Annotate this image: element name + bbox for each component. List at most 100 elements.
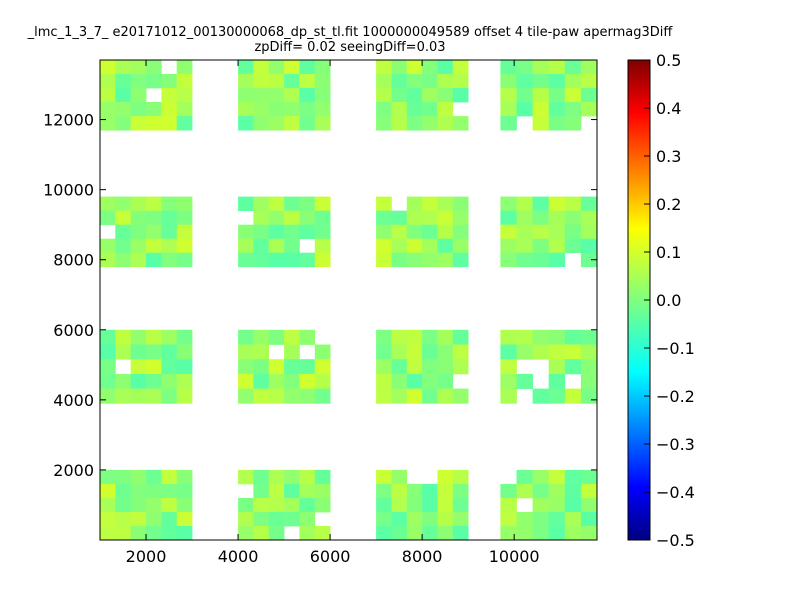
colorbar-ticks: 0.5 0.4 0.3 0.2 0.1 0.0 −0.1 −0.2 −0.3 −0.4 −0.5	[644, 51, 695, 550]
heatmap-cell	[500, 498, 517, 513]
heatmap-cell	[548, 224, 566, 240]
heatmap-cell	[548, 359, 566, 375]
heatmap-cell	[532, 344, 550, 360]
heatmap-cell	[516, 210, 533, 226]
heatmap-cell	[532, 60, 550, 75]
heatmap-cell	[580, 60, 598, 75]
heatmap-cell	[532, 74, 550, 89]
heatmap-cell	[564, 210, 582, 226]
heatmap-cell	[146, 373, 162, 389]
heatmap-cell	[146, 74, 162, 89]
heatmap-cell	[500, 512, 517, 527]
heatmap-cell	[580, 238, 598, 254]
heatmap-cell	[564, 116, 582, 131]
heatmap-cell	[146, 344, 162, 360]
heatmap-cell	[146, 196, 162, 211]
heatmap-cell	[130, 359, 147, 375]
heatmap-cell	[422, 74, 438, 89]
heatmap-cell	[580, 483, 598, 499]
heatmap-cell	[100, 102, 116, 117]
x-tick-label: 10000	[489, 547, 540, 566]
heatmap-cell	[299, 74, 316, 89]
heatmap-cell	[238, 224, 254, 240]
heatmap-cell	[406, 526, 423, 541]
heatmap-cell	[299, 373, 316, 389]
heatmap-cell	[161, 116, 178, 131]
heatmap-cell	[253, 60, 270, 75]
heatmap-cell	[564, 60, 582, 75]
heatmap-cell	[548, 102, 566, 117]
heatmap-cell	[253, 74, 270, 89]
heatmap-cell	[452, 74, 469, 89]
heatmap-cell	[422, 102, 438, 117]
heatmap-cell	[161, 252, 178, 268]
heatmap-cell	[299, 102, 316, 117]
heatmap-cell	[299, 60, 316, 75]
heatmap-cell	[452, 116, 469, 131]
heatmap-cell	[253, 373, 270, 389]
heatmap-cell	[130, 60, 147, 75]
heatmap-cell	[500, 483, 517, 499]
heatmap-cell	[532, 238, 550, 254]
heatmap-cell	[422, 238, 438, 254]
heatmap-cell	[161, 469, 178, 485]
heatmap-cell	[161, 344, 178, 360]
heatmap-cell	[130, 224, 147, 240]
heatmap-cell	[406, 238, 423, 254]
heatmap-cell	[253, 116, 270, 131]
heatmap-cell	[391, 329, 408, 345]
y-tick-label: 4000	[53, 391, 94, 410]
heatmap-cell	[314, 498, 331, 513]
heatmap-cell	[161, 329, 178, 345]
colorbar-tick-label: −0.1	[656, 339, 695, 358]
chart-title-line-1: _lmc_1_3_7_ e20171012_00130000068_dp_st_…	[27, 25, 673, 40]
heatmap-cell	[161, 210, 178, 226]
heatmap-cell	[161, 102, 178, 117]
heatmap-cell	[376, 210, 392, 226]
x-tick-label: 4000	[218, 547, 259, 566]
heatmap-cell	[452, 196, 469, 211]
heatmap-cell	[406, 498, 423, 513]
heatmap-cell	[176, 344, 193, 360]
heatmap-cell	[161, 238, 178, 254]
heatmap-cell	[146, 512, 162, 527]
heatmap-cell	[516, 512, 533, 527]
heatmap-cell	[115, 224, 131, 240]
heatmap-cell	[100, 388, 116, 404]
heatmap-cell	[516, 329, 533, 345]
chart-title-line-2: zpDiff= 0.02 seeingDiff=0.03	[254, 40, 446, 55]
heatmap-cell	[580, 74, 598, 89]
heatmap-cell	[580, 388, 598, 404]
heatmap-cell	[176, 526, 193, 541]
heatmap-cell	[100, 498, 116, 513]
heatmap-cell	[406, 196, 423, 211]
heatmap-cell	[115, 102, 131, 117]
heatmap-cell	[548, 329, 566, 345]
heatmap-cell	[437, 224, 454, 240]
heatmap-cell	[580, 344, 598, 360]
heatmap-cell	[500, 373, 517, 389]
heatmap-cell	[376, 196, 392, 211]
heatmap-cell	[130, 526, 147, 541]
heatmap-cell	[548, 88, 566, 103]
heatmap-cell	[564, 526, 582, 541]
heatmap-cell	[100, 526, 116, 541]
heatmap-cell	[268, 224, 285, 240]
heatmap-cell	[146, 238, 162, 254]
heatmap-cell	[406, 252, 423, 268]
heatmap-cell	[238, 238, 254, 254]
heatmap-cell	[284, 224, 300, 240]
heatmap-cell	[391, 210, 408, 226]
heatmap-cell	[376, 526, 392, 541]
heatmap-cell	[376, 469, 392, 485]
heatmap-cell	[406, 388, 423, 404]
heatmap-cell	[532, 526, 550, 541]
x-axis: 2000 4000 6000 8000 10000	[126, 60, 540, 566]
heatmap-cell	[314, 224, 331, 240]
heatmap-cell	[115, 238, 131, 254]
heatmap-cell	[130, 74, 147, 89]
heatmap-cell	[452, 344, 469, 360]
colorbar-tick-label: 0.4	[656, 99, 681, 118]
heatmap-cell	[100, 512, 116, 527]
heatmap-cell	[284, 329, 300, 345]
